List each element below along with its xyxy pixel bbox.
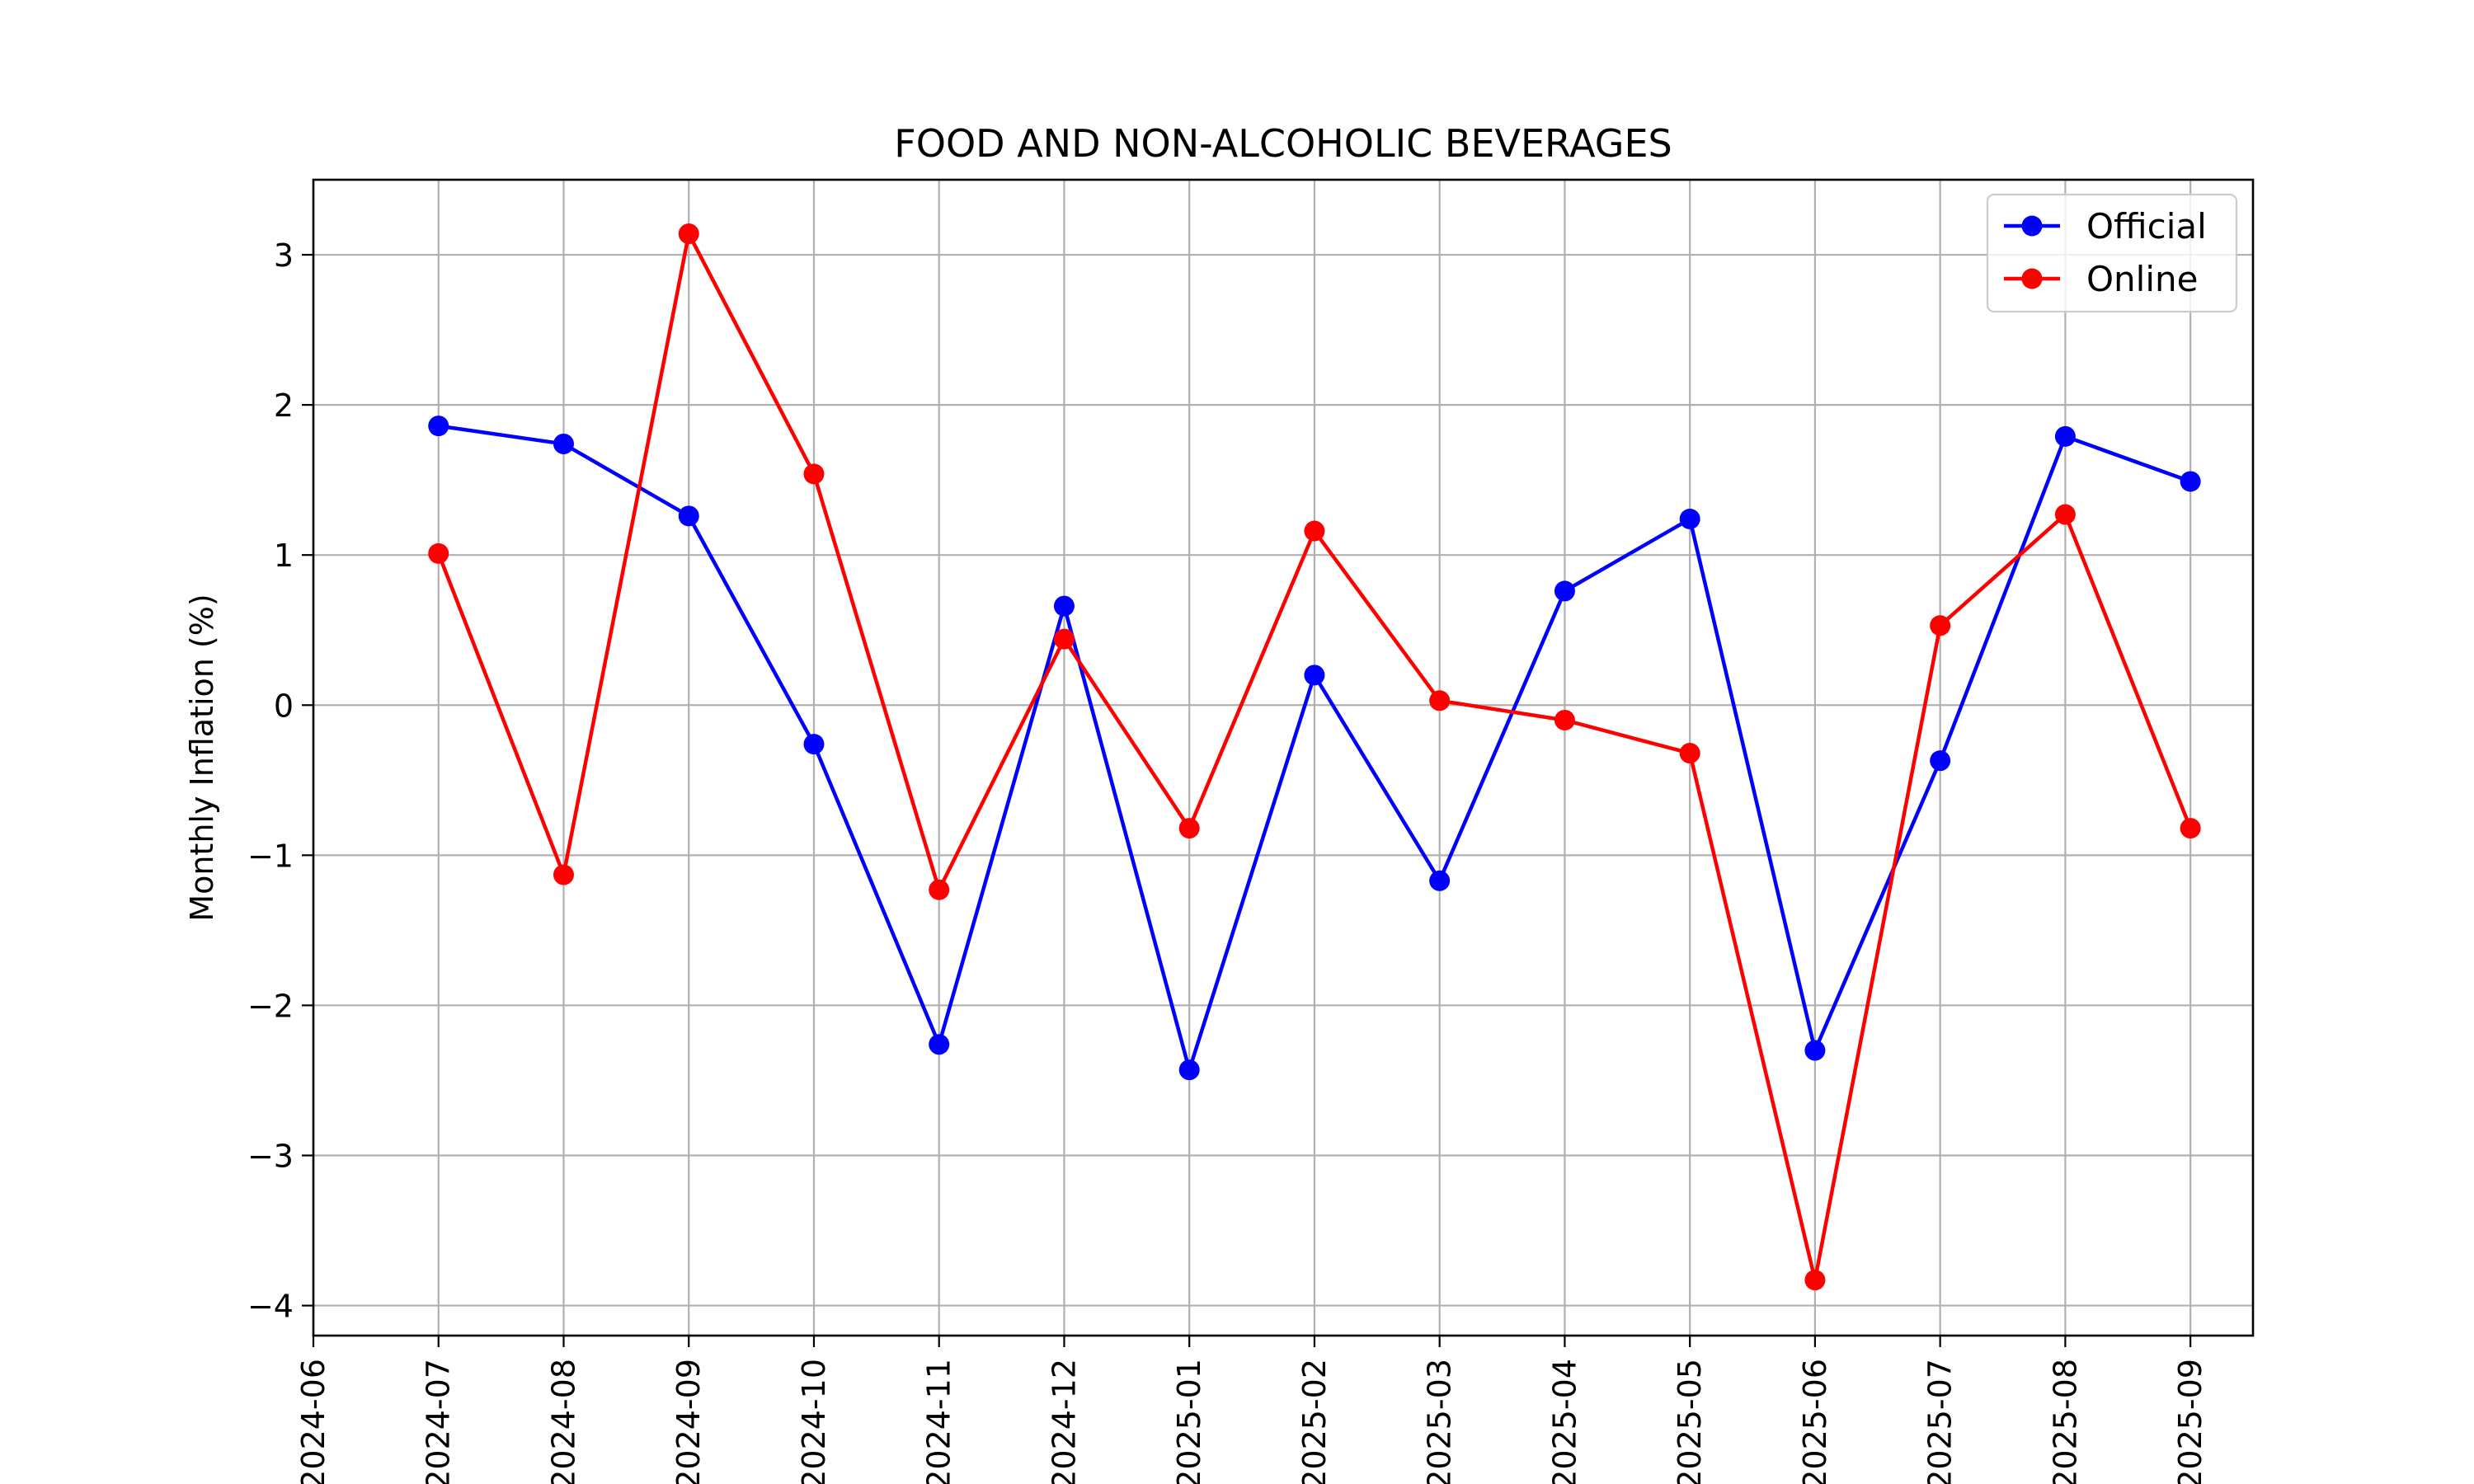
y-tick-label: 1 [274, 538, 294, 574]
data-point-official [1804, 1040, 1826, 1061]
data-point-online [929, 879, 950, 900]
x-tick-label: 2024-11 [921, 1359, 957, 1484]
x-tick-label: 2025-07 [1922, 1359, 1959, 1484]
data-point-online [1804, 1270, 1826, 1291]
data-point-official [1429, 870, 1451, 891]
data-point-official [1930, 750, 1951, 772]
data-point-online [428, 542, 449, 564]
data-point-official [1304, 665, 1325, 686]
x-tick-label: 2024-08 [545, 1359, 581, 1484]
y-tick-label: −3 [247, 1139, 294, 1175]
x-tick-label: 2025-06 [1797, 1359, 1833, 1484]
data-point-official [678, 505, 699, 527]
data-point-online [1178, 818, 1200, 839]
legend-box [1986, 193, 2238, 313]
legend-marker-online [2021, 268, 2043, 289]
x-tick-label: 2025-04 [1546, 1359, 1583, 1484]
data-point-official [1178, 1059, 1200, 1081]
legend-label-official: Official [2086, 206, 2207, 247]
y-tick-label: −2 [247, 988, 294, 1024]
data-point-online [1053, 628, 1075, 650]
y-tick-label: 3 [274, 237, 294, 274]
data-point-online [2054, 504, 2076, 525]
y-tick-label: 2 [274, 387, 294, 424]
data-point-online [1304, 520, 1325, 542]
plot-frame [312, 178, 2255, 1337]
x-tick-label: 2024-06 [295, 1359, 332, 1484]
data-point-online [2180, 818, 2201, 839]
data-point-online [1429, 690, 1451, 711]
y-tick-label: −1 [247, 838, 294, 874]
y-tick-label: −4 [247, 1289, 294, 1325]
axis-ticks: 2024-06 2024-07 2024-08 2024-09 2024-10 2024-… [247, 237, 2208, 1484]
data-point-official [1679, 508, 1700, 529]
x-tick-label: 2024-10 [796, 1359, 832, 1484]
legend-label-online: Online [2086, 259, 2198, 299]
series-layer [428, 223, 2201, 1291]
data-point-official [1053, 595, 1075, 617]
data-point-official [428, 416, 449, 437]
x-tick-label: 2025-03 [1422, 1359, 1458, 1484]
x-tick-label: 2025-09 [2172, 1359, 2208, 1484]
data-point-online [1930, 615, 1951, 636]
data-point-official [2180, 471, 2201, 492]
y-axis-label: Monthly Inflation (%) [184, 594, 220, 921]
x-tick-label: 2024-12 [1046, 1359, 1082, 1484]
grid [313, 180, 2253, 1336]
data-point-official [803, 734, 825, 755]
data-point-online [1679, 743, 1700, 764]
x-tick-label: 2025-08 [2047, 1359, 2083, 1484]
data-point-online [553, 864, 574, 885]
y-tick-label: 0 [274, 688, 294, 724]
data-point-official [553, 433, 574, 454]
x-tick-label: 2025-01 [1171, 1359, 1207, 1484]
data-point-online [803, 463, 825, 485]
data-point-online [1554, 709, 1575, 730]
x-tick-label: 2025-05 [1672, 1359, 1708, 1484]
data-point-official [2054, 425, 2076, 447]
x-tick-label: 2024-09 [670, 1359, 707, 1484]
data-point-online [678, 223, 699, 245]
x-tick-label: 2025-02 [1296, 1359, 1333, 1484]
legend: Official Online [1986, 193, 2238, 313]
data-point-official [929, 1034, 950, 1055]
legend-marker-official [2021, 215, 2043, 237]
chart-title: FOOD AND NON-ALCOHOLIC BEVERAGES [894, 121, 1672, 166]
data-point-official [1554, 580, 1575, 602]
x-tick-label: 2024-07 [421, 1359, 457, 1484]
